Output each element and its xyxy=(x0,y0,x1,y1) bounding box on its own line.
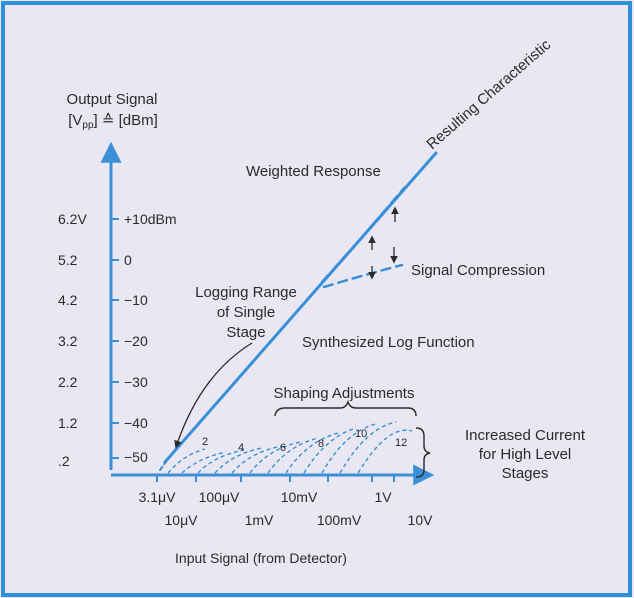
y-tick-dbm-2: −10 xyxy=(124,292,148,308)
y-tick-volt-0: 6.2V xyxy=(58,211,87,227)
stage-number-12: 12 xyxy=(395,437,407,449)
y-tick-dbm-0: +10dBm xyxy=(124,211,177,227)
x-tick-lower-3: 10V xyxy=(408,512,434,528)
y-tick-dbm-5: −40 xyxy=(124,415,148,431)
svg-text:Logging Range: Logging Range xyxy=(195,284,297,301)
y-axis: Output Signal [Vpp] ≙ [dBm] 6.2V 5.2 4.2… xyxy=(58,91,177,470)
y-axis-title-line2: [Vpp] ≙ [dBm] xyxy=(68,112,158,131)
stage-number-10: 10 xyxy=(355,428,367,440)
shaping-adjustments-label: Shaping Adjustments xyxy=(274,385,415,402)
x-tick-lower-2: 100mV xyxy=(317,512,362,528)
y-axis-title-line1: Output Signal xyxy=(67,91,158,108)
stage-number-6: 6 xyxy=(280,442,286,454)
weighted-response-label: Weighted Response xyxy=(246,163,381,180)
stage-number-8: 8 xyxy=(318,438,324,450)
stage-number-4: 4 xyxy=(238,442,244,454)
y-tick-volt-5: 1.2 xyxy=(58,415,78,431)
y-tick-volt-2: 4.2 xyxy=(58,292,78,308)
signal-compression-curve xyxy=(322,263,404,289)
increased-current-brace xyxy=(415,427,431,478)
y-tick-dbm-6: −50 xyxy=(124,449,148,465)
curves xyxy=(159,151,438,471)
svg-text:for High Level: for High Level xyxy=(479,446,572,463)
start-dashed-segment xyxy=(159,458,169,471)
x-tick-lower-1: 1mV xyxy=(245,512,274,528)
x-tick-upper-1: 100μV xyxy=(199,489,240,505)
weighting-arrows xyxy=(368,206,399,280)
weighted-response-curve xyxy=(320,186,406,284)
x-tick-upper-2: 10mV xyxy=(281,489,318,505)
svg-text:Increased Current: Increased Current xyxy=(465,427,586,444)
y-tick-dbm-4: −30 xyxy=(124,374,148,390)
signal-compression-label: Signal Compression xyxy=(411,262,545,279)
stage-number-2: 2 xyxy=(202,436,208,448)
y-tick-volt-4: 2.2 xyxy=(58,374,78,390)
y-axis-ticks xyxy=(111,218,119,459)
y-tick-volt-1: 5.2 xyxy=(58,252,78,268)
stage-curves xyxy=(167,421,413,474)
svg-text:of Single: of Single xyxy=(217,304,275,321)
svg-text:Stages: Stages xyxy=(502,465,549,482)
logging-range-label: Logging Range of Single Stage xyxy=(195,284,297,341)
x-tick-upper-0: 3.1μV xyxy=(139,489,177,505)
svg-text:Stage: Stage xyxy=(226,324,265,341)
increased-current-label: Increased Current for High Level Stages xyxy=(465,427,586,482)
resulting-characteristic-label: Resulting Characteristic xyxy=(423,36,554,153)
y-tick-volt-3: 3.2 xyxy=(58,333,78,349)
y-tick-dbm-1: 0 xyxy=(124,252,132,268)
y-tick-dbm-3: −20 xyxy=(124,333,148,349)
x-tick-upper-3: 1V xyxy=(374,489,392,505)
x-axis-title: Input Signal (from Detector) xyxy=(175,550,347,566)
shaping-brace xyxy=(274,399,417,417)
y-tick-volt-6: .2 xyxy=(58,453,70,469)
logging-range-pointer xyxy=(174,342,253,449)
synthesized-log-label: Synthesized Log Function xyxy=(302,334,475,351)
x-tick-lower-0: 10μV xyxy=(165,512,199,528)
x-axis: 3.1μV 100μV 10mV 1V 10μV 1mV 100mV 10V I… xyxy=(111,464,435,566)
